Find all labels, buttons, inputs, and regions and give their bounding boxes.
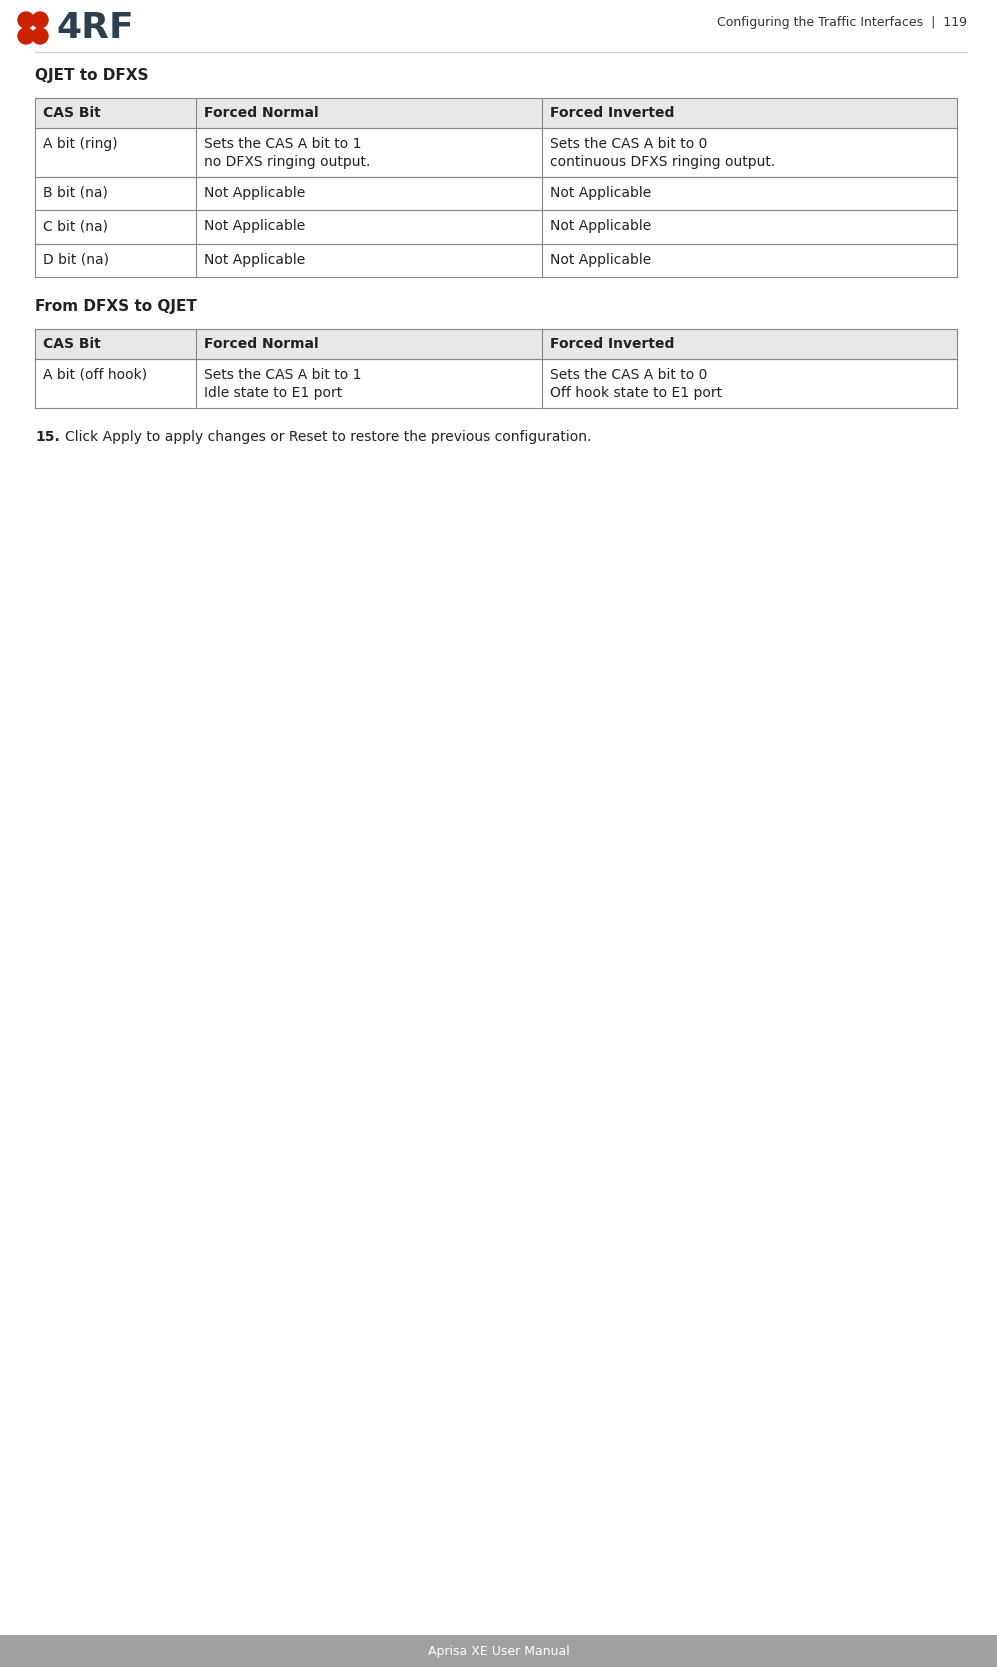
Bar [196,98,542,127]
Text: Not Applicable: Not Applicable [550,252,651,267]
Text: Forced Normal: Forced Normal [204,337,319,350]
Bar [35,177,196,210]
Circle shape [32,28,48,43]
Text: A bit (off hook): A bit (off hook) [43,367,148,382]
Text: Not Applicable: Not Applicable [204,185,306,200]
Text: C bit (na): C bit (na) [43,218,108,233]
Text: Sets the CAS A bit to 0
continuous DFXS ringing output.: Sets the CAS A bit to 0 continuous DFXS … [550,137,776,168]
Bar [35,328,196,358]
Circle shape [18,28,34,43]
Bar [542,358,957,407]
Text: Not Applicable: Not Applicable [550,185,651,200]
Bar [542,210,957,243]
Bar [196,358,542,407]
Bar [35,210,196,243]
Text: Configuring the Traffic Interfaces  |  119: Configuring the Traffic Interfaces | 119 [717,15,967,28]
Circle shape [18,12,34,28]
Bar [35,98,196,127]
Text: Sets the CAS A bit to 1
no DFXS ringing output.: Sets the CAS A bit to 1 no DFXS ringing … [204,137,371,168]
Bar [196,328,542,358]
Bar [542,243,957,277]
Text: Not Applicable: Not Applicable [204,252,306,267]
Text: Sets the CAS A bit to 0
Off hook state to E1 port: Sets the CAS A bit to 0 Off hook state t… [550,367,722,400]
Text: CAS Bit: CAS Bit [43,105,101,120]
Text: B bit (na): B bit (na) [43,185,108,200]
Text: 15.: 15. [35,430,60,443]
Bar [542,127,957,177]
Bar [196,243,542,277]
Text: Forced Normal: Forced Normal [204,105,319,120]
Bar [196,127,542,177]
Bar [0,1635,997,1667]
Text: Forced Inverted: Forced Inverted [550,337,675,350]
Bar [542,328,957,358]
Bar [35,127,196,177]
Bar [542,98,957,127]
Text: Not Applicable: Not Applicable [204,218,306,233]
Bar [35,243,196,277]
Bar [542,177,957,210]
Bar [196,210,542,243]
Text: Not Applicable: Not Applicable [550,218,651,233]
Circle shape [32,12,48,28]
Text: Sets the CAS A bit to 1
Idle state to E1 port: Sets the CAS A bit to 1 Idle state to E1… [204,367,362,400]
Bar [35,358,196,407]
Text: Click Apply to apply changes or Reset to restore the previous configuration.: Click Apply to apply changes or Reset to… [65,430,591,443]
Text: 4RF: 4RF [56,12,134,45]
Text: D bit (na): D bit (na) [43,252,109,267]
Bar [196,177,542,210]
Text: QJET to DFXS: QJET to DFXS [35,68,149,83]
Text: A bit (ring): A bit (ring) [43,137,118,150]
Text: CAS Bit: CAS Bit [43,337,101,350]
Text: From DFXS to QJET: From DFXS to QJET [35,298,196,313]
Text: Forced Inverted: Forced Inverted [550,105,675,120]
Text: Aprisa XE User Manual: Aprisa XE User Manual [428,1645,569,1657]
